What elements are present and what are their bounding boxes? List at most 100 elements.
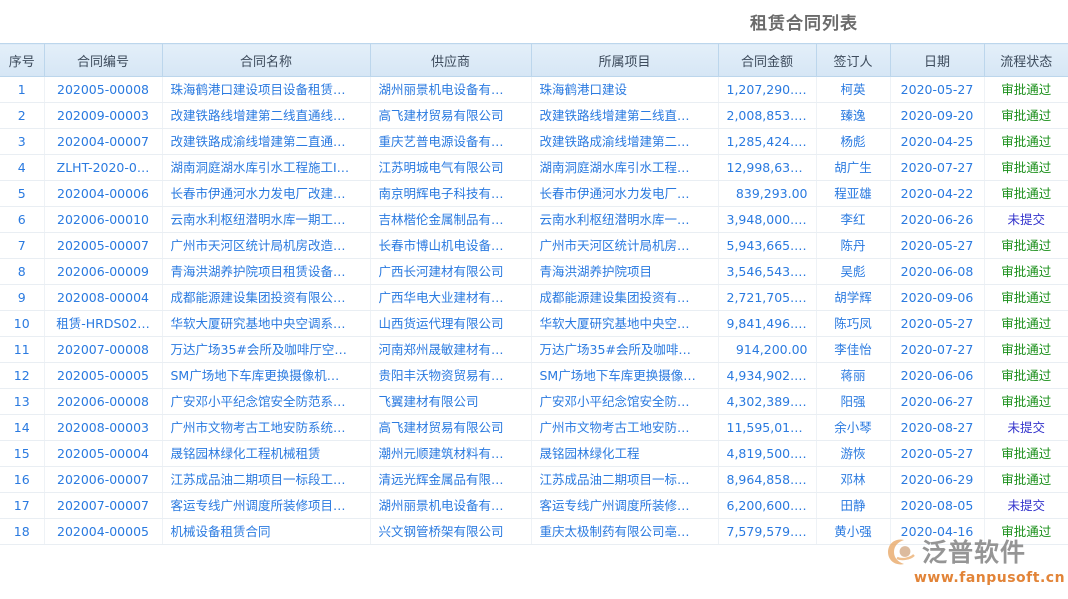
table-row[interactable]: 18 202004-00005 机械设备租赁合同 兴文钢管桥架有限公司 重庆太极制药有限… bbox=[0, 518, 1068, 545]
column-header-signer[interactable]: 签订人 bbox=[816, 43, 891, 77]
cell-project[interactable]: 晟铭园林绿化工程 bbox=[531, 440, 719, 467]
column-header-seq[interactable]: 序号 bbox=[0, 43, 45, 77]
cell-supplier[interactable]: 南京明辉电子科技有… bbox=[370, 180, 532, 207]
table-row[interactable]: 5 202004-00006 长春市伊通河水力发电厂改建… 南京明辉电子科技有… 长春市… bbox=[0, 180, 1068, 207]
cell-code[interactable]: 202004-00005 bbox=[44, 518, 163, 545]
cell-code[interactable]: 202005-00004 bbox=[44, 440, 163, 467]
cell-name[interactable]: 长春市伊通河水力发电厂改建… bbox=[162, 180, 371, 207]
cell-supplier[interactable]: 高飞建材贸易有限公司 bbox=[370, 414, 532, 441]
column-header-name[interactable]: 合同名称 bbox=[162, 43, 371, 77]
cell-name[interactable]: 改建铁路线增建第二线直通线… bbox=[162, 102, 371, 129]
cell-code[interactable]: 租赁-HRDS02… bbox=[44, 310, 163, 337]
cell-project[interactable]: 客运专线广州调度所装修… bbox=[531, 492, 719, 519]
table-row[interactable]: 11 202007-00008 万达广场35#会所及咖啡厅空… 河南郑州晟敏建材有… 万… bbox=[0, 336, 1068, 363]
cell-name[interactable]: 改建铁路成渝线增建第二直通… bbox=[162, 128, 371, 155]
cell-signer[interactable]: 杨彪 bbox=[816, 128, 891, 155]
table-row[interactable]: 12 202005-00005 SM广场地下车库更换摄像机… 贵阳丰沃物资贸易有… SM… bbox=[0, 362, 1068, 389]
cell-project[interactable]: 云南水利枢纽潜明水库一… bbox=[531, 206, 719, 233]
table-row[interactable]: 8 202006-00009 青海洪湖养护院项目租赁设备… 广西长河建材有限公司 青海洪… bbox=[0, 258, 1068, 285]
cell-code[interactable]: 202005-00007 bbox=[44, 232, 163, 259]
cell-project[interactable]: 湖南洞庭湖水库引水工程… bbox=[531, 154, 719, 181]
cell-project[interactable]: 广州市天河区统计局机房… bbox=[531, 232, 719, 259]
table-row[interactable]: 4 ZLHT-2020-0… 湖南洞庭湖水库引水工程施工I… 江苏明城电气有限公司 湖南… bbox=[0, 154, 1068, 181]
cell-name[interactable]: 湖南洞庭湖水库引水工程施工I… bbox=[162, 154, 371, 181]
cell-name[interactable]: 江苏成品油二期项目一标段工… bbox=[162, 466, 371, 493]
column-header-code[interactable]: 合同编号 bbox=[44, 43, 163, 77]
cell-code[interactable]: 202006-00009 bbox=[44, 258, 163, 285]
cell-code[interactable]: 202006-00008 bbox=[44, 388, 163, 415]
cell-project[interactable]: 广州市文物考古工地安防… bbox=[531, 414, 719, 441]
cell-supplier[interactable]: 清远光辉金属品有限… bbox=[370, 466, 532, 493]
table-row[interactable]: 17 202007-00007 客运专线广州调度所装修项目… 湖州丽景机电设备有… 客运… bbox=[0, 492, 1068, 519]
cell-signer[interactable]: 黄小强 bbox=[816, 518, 891, 545]
cell-signer[interactable]: 邓林 bbox=[816, 466, 891, 493]
cell-signer[interactable]: 程亚雄 bbox=[816, 180, 891, 207]
cell-code[interactable]: ZLHT-2020-0… bbox=[44, 154, 163, 181]
column-header-project[interactable]: 所属项目 bbox=[531, 43, 719, 77]
cell-supplier[interactable]: 江苏明城电气有限公司 bbox=[370, 154, 532, 181]
table-row[interactable]: 1 202005-00008 珠海鹤港口建设项目设备租赁… 湖州丽景机电设备有… 珠海鹤… bbox=[0, 76, 1068, 103]
cell-name[interactable]: 机械设备租赁合同 bbox=[162, 518, 371, 545]
cell-name[interactable]: 万达广场35#会所及咖啡厅空… bbox=[162, 336, 371, 363]
cell-signer[interactable]: 柯英 bbox=[816, 76, 891, 103]
table-row[interactable]: 3 202004-00007 改建铁路成渝线增建第二直通… 重庆艺普电源设备有… 改建铁… bbox=[0, 128, 1068, 155]
cell-signer[interactable]: 胡广生 bbox=[816, 154, 891, 181]
cell-code[interactable]: 202008-00003 bbox=[44, 414, 163, 441]
cell-project[interactable]: SM广场地下车库更换摄像… bbox=[531, 362, 719, 389]
cell-supplier[interactable]: 吉林楷伦金属制品有… bbox=[370, 206, 532, 233]
table-row[interactable]: 9 202008-00004 成都能源建设集团投资有限公… 广西华电大业建材有… 成都能… bbox=[0, 284, 1068, 311]
cell-code[interactable]: 202004-00006 bbox=[44, 180, 163, 207]
cell-name[interactable]: 成都能源建设集团投资有限公… bbox=[162, 284, 371, 311]
cell-signer[interactable]: 陈丹 bbox=[816, 232, 891, 259]
cell-supplier[interactable]: 广西长河建材有限公司 bbox=[370, 258, 532, 285]
cell-project[interactable]: 万达广场35#会所及咖啡… bbox=[531, 336, 719, 363]
cell-name[interactable]: SM广场地下车库更换摄像机… bbox=[162, 362, 371, 389]
cell-name[interactable]: 珠海鹤港口建设项目设备租赁… bbox=[162, 76, 371, 103]
cell-name[interactable]: 华软大厦研究基地中央空调系… bbox=[162, 310, 371, 337]
cell-supplier[interactable]: 山西货运代理有限公司 bbox=[370, 310, 532, 337]
cell-signer[interactable]: 吴彪 bbox=[816, 258, 891, 285]
cell-signer[interactable]: 臻逸 bbox=[816, 102, 891, 129]
cell-name[interactable]: 广州市天河区统计局机房改造… bbox=[162, 232, 371, 259]
cell-name[interactable]: 青海洪湖养护院项目租赁设备… bbox=[162, 258, 371, 285]
cell-signer[interactable]: 余小琴 bbox=[816, 414, 891, 441]
column-header-date[interactable]: 日期 bbox=[890, 43, 985, 77]
cell-code[interactable]: 202005-00008 bbox=[44, 76, 163, 103]
cell-code[interactable]: 202004-00007 bbox=[44, 128, 163, 155]
cell-name[interactable]: 晟铭园林绿化工程机械租赁 bbox=[162, 440, 371, 467]
cell-supplier[interactable]: 湖州丽景机电设备有… bbox=[370, 492, 532, 519]
cell-name[interactable]: 云南水利枢纽潜明水库一期工… bbox=[162, 206, 371, 233]
cell-project[interactable]: 珠海鹤港口建设 bbox=[531, 76, 719, 103]
cell-project[interactable]: 长春市伊通河水力发电厂… bbox=[531, 180, 719, 207]
table-row[interactable]: 14 202008-00003 广州市文物考古工地安防系统… 高飞建材贸易有限公司 广州… bbox=[0, 414, 1068, 441]
cell-supplier[interactable]: 重庆艺普电源设备有… bbox=[370, 128, 532, 155]
cell-supplier[interactable]: 贵阳丰沃物资贸易有… bbox=[370, 362, 532, 389]
cell-supplier[interactable]: 兴文钢管桥架有限公司 bbox=[370, 518, 532, 545]
cell-project[interactable]: 广安邓小平纪念馆安全防… bbox=[531, 388, 719, 415]
cell-signer[interactable]: 李红 bbox=[816, 206, 891, 233]
table-row[interactable]: 7 202005-00007 广州市天河区统计局机房改造… 长春市博山机电设备… 广州市… bbox=[0, 232, 1068, 259]
cell-code[interactable]: 202007-00007 bbox=[44, 492, 163, 519]
cell-supplier[interactable]: 河南郑州晟敏建材有… bbox=[370, 336, 532, 363]
cell-signer[interactable]: 游恢 bbox=[816, 440, 891, 467]
cell-code[interactable]: 202008-00004 bbox=[44, 284, 163, 311]
cell-supplier[interactable]: 湖州丽景机电设备有… bbox=[370, 76, 532, 103]
column-header-supplier[interactable]: 供应商 bbox=[370, 43, 532, 77]
cell-project[interactable]: 改建铁路线增建第二线直… bbox=[531, 102, 719, 129]
column-header-status[interactable]: 流程状态 bbox=[984, 43, 1068, 77]
cell-supplier[interactable]: 广西华电大业建材有… bbox=[370, 284, 532, 311]
cell-project[interactable]: 成都能源建设集团投资有… bbox=[531, 284, 719, 311]
table-row[interactable]: 6 202006-00010 云南水利枢纽潜明水库一期工… 吉林楷伦金属制品有… 云南水… bbox=[0, 206, 1068, 233]
cell-name[interactable]: 广安邓小平纪念馆安全防范系… bbox=[162, 388, 371, 415]
column-header-amount[interactable]: 合同金额 bbox=[718, 43, 817, 77]
cell-project[interactable]: 华软大厦研究基地中央空… bbox=[531, 310, 719, 337]
cell-signer[interactable]: 陈巧凤 bbox=[816, 310, 891, 337]
cell-project[interactable]: 重庆太极制药有限公司亳… bbox=[531, 518, 719, 545]
cell-code[interactable]: 202006-00007 bbox=[44, 466, 163, 493]
cell-code[interactable]: 202007-00008 bbox=[44, 336, 163, 363]
cell-signer[interactable]: 李佳怡 bbox=[816, 336, 891, 363]
cell-project[interactable]: 江苏成品油二期项目一标… bbox=[531, 466, 719, 493]
table-row[interactable]: 16 202006-00007 江苏成品油二期项目一标段工… 清远光辉金属品有限… 江苏… bbox=[0, 466, 1068, 493]
cell-supplier[interactable]: 潮州元顺建筑材料有… bbox=[370, 440, 532, 467]
cell-signer[interactable]: 胡学辉 bbox=[816, 284, 891, 311]
